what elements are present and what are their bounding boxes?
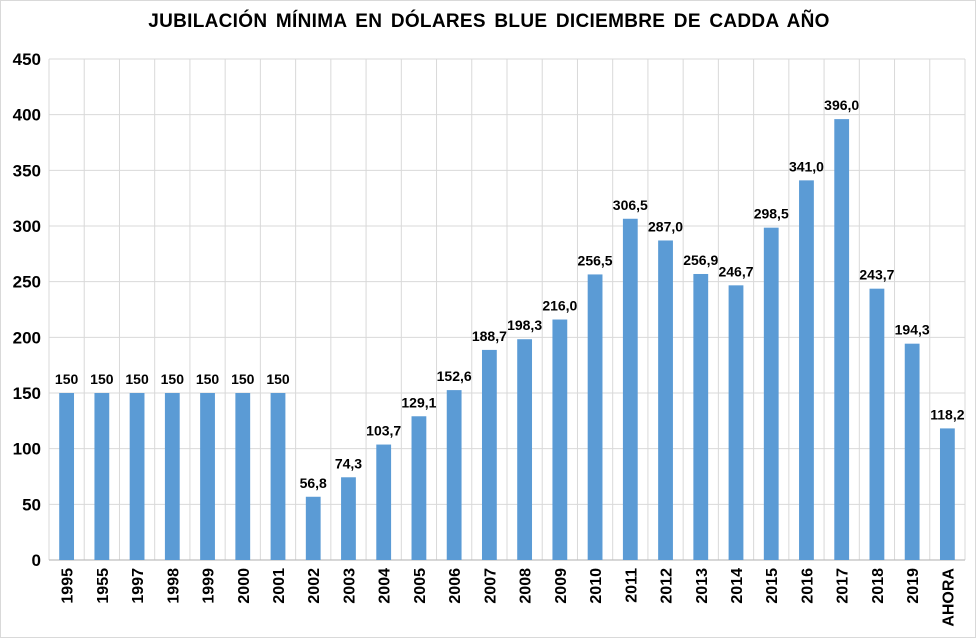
- data-label: 246,7: [718, 263, 753, 279]
- data-label: 298,5: [754, 206, 789, 222]
- bar: [904, 343, 920, 560]
- y-tick-label: 300: [13, 217, 41, 236]
- x-tick-label: 2013: [694, 568, 711, 604]
- x-tick-label: 1999: [201, 568, 218, 604]
- bar: [341, 477, 356, 560]
- bar: [94, 393, 110, 560]
- data-label: 150: [90, 371, 114, 387]
- data-label: 188,7: [472, 328, 507, 344]
- data-label: 150: [55, 371, 79, 387]
- data-label: 150: [125, 371, 149, 387]
- data-labels: 150 150 150 150 150 150 15056,874,3103,7129,11…: [55, 97, 965, 491]
- x-axis-ticks: 1995 1955 1997 1998 1999 2000 2001 2002 2003 2004…: [60, 568, 958, 627]
- bar: [693, 273, 709, 560]
- bar: [446, 390, 462, 560]
- x-tick-label: 2008: [518, 568, 535, 604]
- x-tick-label: 2002: [306, 568, 323, 604]
- y-tick-label: 450: [13, 50, 41, 69]
- data-label: 243,7: [859, 267, 894, 283]
- x-tick-label: 1997: [130, 568, 147, 604]
- x-tick-label: 2012: [659, 568, 676, 604]
- bar: [376, 444, 392, 560]
- y-tick-label: 200: [13, 328, 41, 347]
- data-label: 152,6: [437, 368, 472, 384]
- data-label: 150: [231, 371, 255, 387]
- y-tick-label: 0: [32, 551, 41, 570]
- data-label: 194,3: [895, 322, 930, 338]
- y-tick-label: 50: [22, 495, 41, 514]
- x-tick-label: 2018: [870, 568, 887, 604]
- bars: [59, 119, 955, 561]
- bar: [164, 393, 180, 560]
- data-label: 341,0: [789, 158, 824, 174]
- data-label: 129,1: [401, 394, 436, 410]
- y-tick-label: 100: [13, 440, 41, 459]
- bar: [834, 119, 850, 561]
- bar: [728, 285, 744, 560]
- data-label: 216,0: [542, 298, 577, 314]
- x-tick-label: 2000: [236, 568, 253, 604]
- x-tick-label: 2006: [447, 568, 464, 604]
- bar: [658, 240, 673, 560]
- bar: [517, 339, 533, 560]
- x-tick-label: 1995: [60, 568, 77, 604]
- bar: [939, 428, 955, 560]
- data-label: 118,2: [930, 406, 964, 422]
- x-tick-label: 2014: [729, 568, 746, 604]
- x-tick-label: 2004: [377, 568, 394, 604]
- bar: [587, 274, 603, 560]
- x-tick-label: 2001: [271, 568, 288, 604]
- x-tick-label: 2007: [482, 568, 499, 604]
- bar: [235, 393, 251, 560]
- x-tick-label: 2019: [905, 568, 922, 604]
- bar: [129, 393, 145, 560]
- data-label: 150: [196, 371, 220, 387]
- bar: [200, 393, 215, 560]
- data-label: 150: [266, 371, 290, 387]
- bar: [59, 393, 75, 560]
- x-tick-label: 2009: [553, 568, 570, 604]
- y-tick-label: 350: [13, 161, 41, 180]
- x-tick-label: AHORA: [940, 568, 957, 627]
- bar: [622, 218, 638, 560]
- x-tick-label: 2016: [799, 568, 816, 604]
- chart-title: JUBILACIÓN MÍNIMA EN DÓLARES BLUE DICIEM…: [148, 11, 830, 32]
- data-label: 256,5: [578, 252, 613, 268]
- x-tick-label: 2015: [764, 568, 781, 604]
- x-tick-label: 2005: [412, 568, 429, 604]
- data-label: 198,3: [507, 317, 542, 333]
- x-tick-label: 2017: [835, 568, 852, 604]
- bar: [763, 227, 779, 561]
- bar: [270, 393, 286, 560]
- y-tick-label: 150: [13, 384, 41, 403]
- bar: [799, 180, 814, 560]
- data-label: 306,5: [613, 197, 648, 213]
- data-label: 150: [161, 371, 185, 387]
- y-tick-label: 250: [13, 273, 41, 292]
- gridlines: [48, 58, 966, 560]
- data-label: 287,0: [648, 218, 683, 234]
- x-tick-label: 2011: [623, 568, 640, 603]
- data-label: 74,3: [335, 455, 362, 471]
- data-label: 256,9: [683, 252, 718, 268]
- x-tick-label: 2003: [341, 568, 358, 604]
- x-tick-label: 2010: [588, 568, 605, 604]
- data-label: 103,7: [366, 423, 401, 439]
- y-tick-label: 400: [13, 106, 41, 125]
- bar: [552, 319, 568, 560]
- bar: [305, 496, 321, 560]
- data-label: 56,8: [300, 475, 327, 491]
- x-tick-label: 1955: [95, 568, 112, 604]
- data-label: 396,0: [824, 97, 859, 113]
- x-tick-label: 1998: [165, 568, 182, 604]
- y-axis-ticks: 0 50 100 150 200 250 300 350 400 450: [13, 50, 41, 570]
- bar: [411, 416, 427, 560]
- bar: [869, 288, 885, 560]
- bar: [481, 349, 497, 560]
